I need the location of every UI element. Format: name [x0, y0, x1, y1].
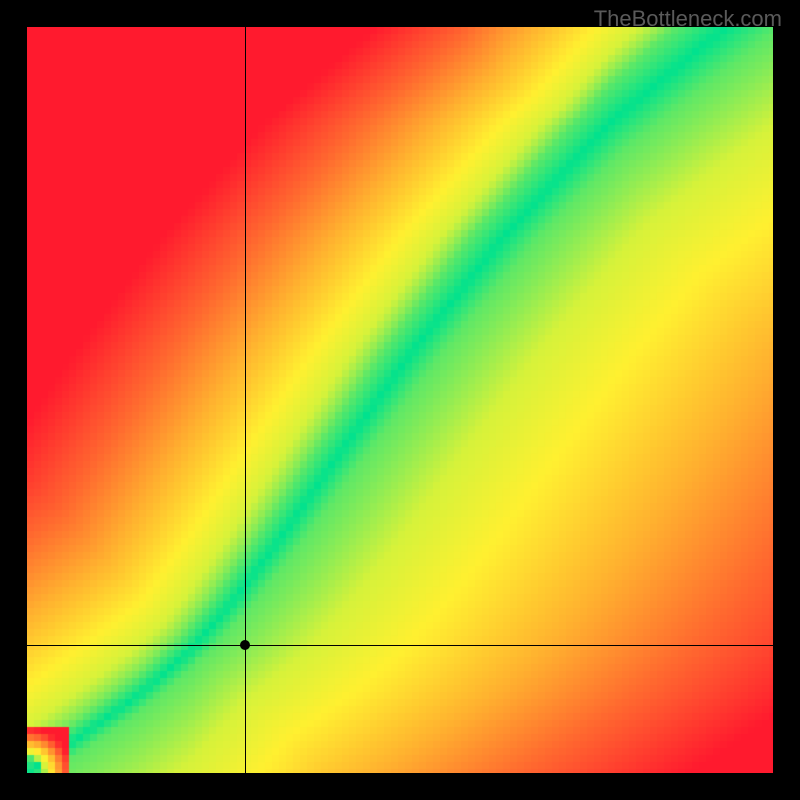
chart-container: TheBottleneck.com	[0, 0, 800, 800]
crosshair-vertical	[245, 27, 246, 773]
bottleneck-marker	[240, 640, 250, 650]
crosshair-horizontal	[27, 645, 773, 646]
heatmap-plot	[27, 27, 773, 773]
watermark-text: TheBottleneck.com	[594, 6, 782, 32]
heatmap-canvas	[27, 27, 773, 773]
